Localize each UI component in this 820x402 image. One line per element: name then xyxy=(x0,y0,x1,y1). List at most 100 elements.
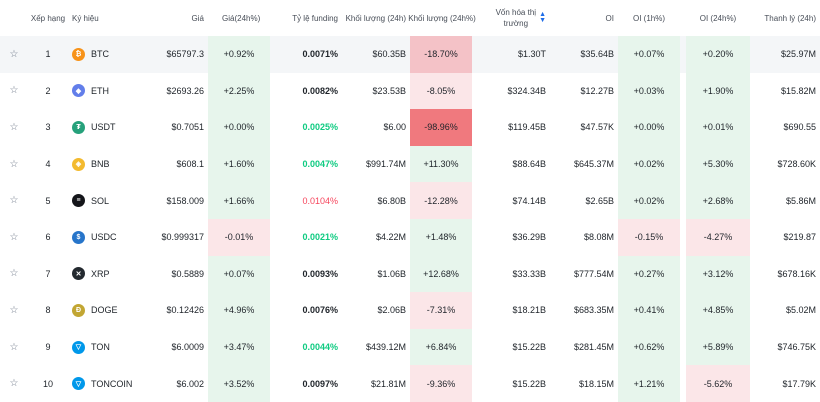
rank: 9 xyxy=(45,342,51,353)
symbol-cell[interactable]: ✕ XRP xyxy=(72,256,142,293)
table-row[interactable]: ☆ 9 ▽ TON $6.0009 +3.47% 0.0044% $439.12M +6.84%… xyxy=(0,328,820,366)
table-row[interactable]: ☆ 6 $ USDC $0.999317 -0.01% 0.0021% $4.22M +1.48… xyxy=(0,219,820,256)
open-interest: $683.35M xyxy=(573,305,614,316)
volume-24h: $21.81M xyxy=(370,378,406,389)
funding-rate: 0.0097% xyxy=(302,378,338,389)
oi-change-1h: +0.02% xyxy=(633,159,665,170)
favorite-star-icon[interactable]: ☆ xyxy=(9,158,19,170)
price-change-24h: +1.66% xyxy=(223,195,255,206)
oi1h-bg xyxy=(618,255,680,293)
rank: 6 xyxy=(45,232,51,243)
header-funding[interactable]: Tỷ lệ funding xyxy=(292,13,338,23)
rank: 3 xyxy=(45,122,51,133)
symbol-cell[interactable]: ◆ ETH xyxy=(72,73,142,110)
volume24-bg xyxy=(410,328,472,366)
favorite-star-icon[interactable]: ☆ xyxy=(9,304,19,316)
header-oi[interactable]: OI xyxy=(605,13,614,23)
price: $158.009 xyxy=(166,195,204,206)
volume-24h: $6.80B xyxy=(377,195,406,206)
header-volume[interactable]: Khối lượng (24h) xyxy=(345,13,406,23)
price: $6.0009 xyxy=(171,342,204,353)
volume24-bg xyxy=(410,36,472,73)
table-row[interactable]: ☆ 1 ₿ BTC $65797.3 +0.92% 0.0071% $60.35B -18.70… xyxy=(0,36,820,73)
oi24-bg xyxy=(686,365,750,402)
oi1h-bg xyxy=(618,145,680,183)
oi-change-1h: -0.15% xyxy=(634,232,664,243)
market-cap: $18.21B xyxy=(512,305,546,316)
price24-bg xyxy=(208,292,270,329)
oi-change-1h: +0.07% xyxy=(633,49,665,60)
header-price[interactable]: Giá xyxy=(191,13,204,23)
oi24-bg xyxy=(686,36,750,73)
symbol-cell[interactable]: ₮ USDT xyxy=(72,109,142,146)
volume-change-24h: -98.96% xyxy=(424,122,458,133)
table-header: Xếp hạng Ký hiệu Giá Giá(24h%) Tỷ lệ fun… xyxy=(0,0,820,36)
symbol-cell[interactable]: ▽ TON xyxy=(72,329,142,366)
volume-24h: $60.35B xyxy=(372,49,406,60)
price: $6.002 xyxy=(176,378,204,389)
header-price24[interactable]: Giá(24h%) xyxy=(222,13,261,23)
sort-icon[interactable]: ▲ ▼ xyxy=(539,11,546,24)
price-change-24h: +3.47% xyxy=(223,342,255,353)
header-liquidation[interactable]: Thanh lý (24h) xyxy=(764,13,816,23)
header-market-cap-line2: trường xyxy=(503,19,529,28)
symbol-label: USDT xyxy=(91,122,116,133)
symbol-cell[interactable]: ≡ SOL xyxy=(72,182,142,219)
oi-change-24h: +2.68% xyxy=(702,195,734,206)
usdc-icon: $ xyxy=(72,230,85,244)
volume24-bg xyxy=(410,72,472,110)
table-row[interactable]: ☆ 10 ▽ TONCOIN $6.002 +3.52% 0.0097% $21.81M -9.… xyxy=(0,365,820,402)
doge-icon: Ð xyxy=(72,303,85,317)
funding-rate: 0.0047% xyxy=(302,159,338,170)
volume-24h: $1.06B xyxy=(377,268,406,279)
header-oi24[interactable]: OI (24h%) xyxy=(699,13,737,23)
favorite-star-icon[interactable]: ☆ xyxy=(9,341,19,353)
favorite-star-icon[interactable]: ☆ xyxy=(9,378,19,390)
table-row[interactable]: ☆ 4 ◈ BNB $608.1 +1.60% 0.0047% $991.74M +11.30%… xyxy=(0,145,820,183)
liquidation-24h: $690.55 xyxy=(783,122,816,133)
favorite-star-icon[interactable]: ☆ xyxy=(9,231,19,243)
favorite-star-icon[interactable]: ☆ xyxy=(9,48,19,60)
liquidation-24h: $728.60K xyxy=(777,159,816,170)
price24-bg xyxy=(208,182,270,219)
oi-change-1h: +1.21% xyxy=(633,378,665,389)
symbol-cell[interactable]: $ USDC xyxy=(72,219,142,256)
liquidation-24h: $219.87 xyxy=(783,232,816,243)
table-row[interactable]: ☆ 5 ≡ SOL $158.009 +1.66% 0.0104% $6.80B -12.28%… xyxy=(0,182,820,219)
table-row[interactable]: ☆ 2 ◆ ETH $2693.26 +2.25% 0.0082% $23.53B -8.05%… xyxy=(0,72,820,110)
oi-change-1h: +0.27% xyxy=(633,268,665,279)
price-change-24h: +1.60% xyxy=(223,159,255,170)
price: $608.1 xyxy=(176,159,204,170)
usdt-icon: ₮ xyxy=(72,120,85,134)
header-symbol[interactable]: Ký hiệu xyxy=(72,13,99,23)
oi-change-24h: +5.30% xyxy=(702,159,734,170)
symbol-cell[interactable]: ▽ TONCOIN xyxy=(72,365,142,402)
favorite-star-icon[interactable]: ☆ xyxy=(9,195,19,207)
header-volume24[interactable]: Khối lượng (24h%) xyxy=(408,13,476,23)
price24-bg xyxy=(208,145,270,183)
table-row[interactable]: ☆ 7 ✕ XRP $0.5889 +0.07% 0.0093% $1.06B +12.68% $… xyxy=(0,255,820,293)
symbol-label: DOGE xyxy=(91,305,118,316)
favorite-star-icon[interactable]: ☆ xyxy=(9,121,19,133)
symbol-label: TONCOIN xyxy=(91,378,133,389)
symbol-cell[interactable]: ◈ BNB xyxy=(72,146,142,183)
header-rank[interactable]: Xếp hạng xyxy=(30,13,66,23)
symbol-label: SOL xyxy=(91,195,110,206)
rank: 7 xyxy=(45,268,51,279)
table-row[interactable]: ☆ 8 Ð DOGE $0.12426 +4.96% 0.0076% $2.06B -7.31%… xyxy=(0,292,820,329)
volume24-bg xyxy=(410,219,472,256)
price: $0.7051 xyxy=(171,122,204,133)
market-cap: $74.14B xyxy=(512,195,546,206)
liquidation-24h: $15.82M xyxy=(780,85,816,96)
header-market-cap[interactable]: Vốn hóa thị trường ▲ ▼ xyxy=(485,0,550,36)
header-oi1h[interactable]: OI (1h%) xyxy=(632,13,665,23)
symbol-cell[interactable]: ₿ BTC xyxy=(72,36,142,73)
oi-change-24h: +0.20% xyxy=(702,49,734,60)
table-row[interactable]: ☆ 3 ₮ USDT $0.7051 +0.00% 0.0025% $6.00 -98.96% $… xyxy=(0,109,820,146)
favorite-star-icon[interactable]: ☆ xyxy=(9,85,19,97)
favorite-star-icon[interactable]: ☆ xyxy=(9,268,19,280)
volume-24h: $4.22M xyxy=(375,232,406,243)
symbol-cell[interactable]: Ð DOGE xyxy=(72,292,142,329)
sol-icon: ≡ xyxy=(72,194,85,208)
liquidation-24h: $17.79K xyxy=(782,378,816,389)
